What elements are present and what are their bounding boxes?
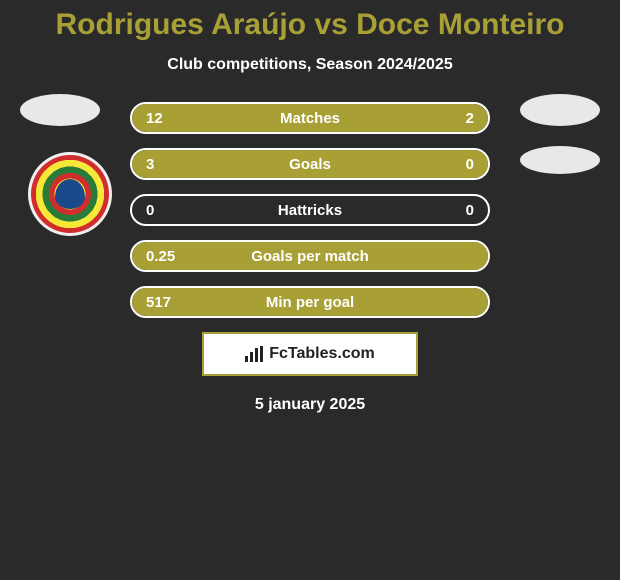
stat-rows: 12Matches23Goals00Hattricks00.25Goals pe… [130, 102, 490, 318]
stats-area: 12Matches23Goals00Hattricks00.25Goals pe… [0, 102, 620, 318]
player-right-logo-2 [520, 146, 600, 174]
stat-label: Min per goal [132, 294, 488, 311]
brand-text: FcTables.com [269, 345, 375, 363]
stat-row: 0.25Goals per match [130, 240, 490, 272]
stat-label: Matches [132, 110, 488, 127]
stat-row: 0Hattricks0 [130, 194, 490, 226]
brand-box[interactable]: FcTables.com [202, 332, 418, 376]
stat-row: 12Matches2 [130, 102, 490, 134]
stat-row: 3Goals0 [130, 148, 490, 180]
stat-value-right: 0 [466, 156, 474, 173]
stat-label: Hattricks [132, 202, 488, 219]
page-title: Rodrigues Araújo vs Doce Monteiro [0, 8, 620, 42]
shield-icon [55, 179, 85, 209]
stat-label: Goals per match [132, 248, 488, 265]
stat-label: Goals [132, 156, 488, 173]
stat-value-right: 2 [466, 110, 474, 127]
comparison-card: Rodrigues Araújo vs Doce Monteiro Club c… [0, 0, 620, 414]
player-left-logo [20, 94, 100, 126]
stat-value-right: 0 [466, 202, 474, 219]
club-badge-left [28, 152, 112, 236]
bar-chart-icon [245, 346, 263, 362]
subtitle: Club competitions, Season 2024/2025 [0, 56, 620, 74]
stat-row: 517Min per goal [130, 286, 490, 318]
player-right-logo-1 [520, 94, 600, 126]
date-line: 5 january 2025 [0, 396, 620, 414]
